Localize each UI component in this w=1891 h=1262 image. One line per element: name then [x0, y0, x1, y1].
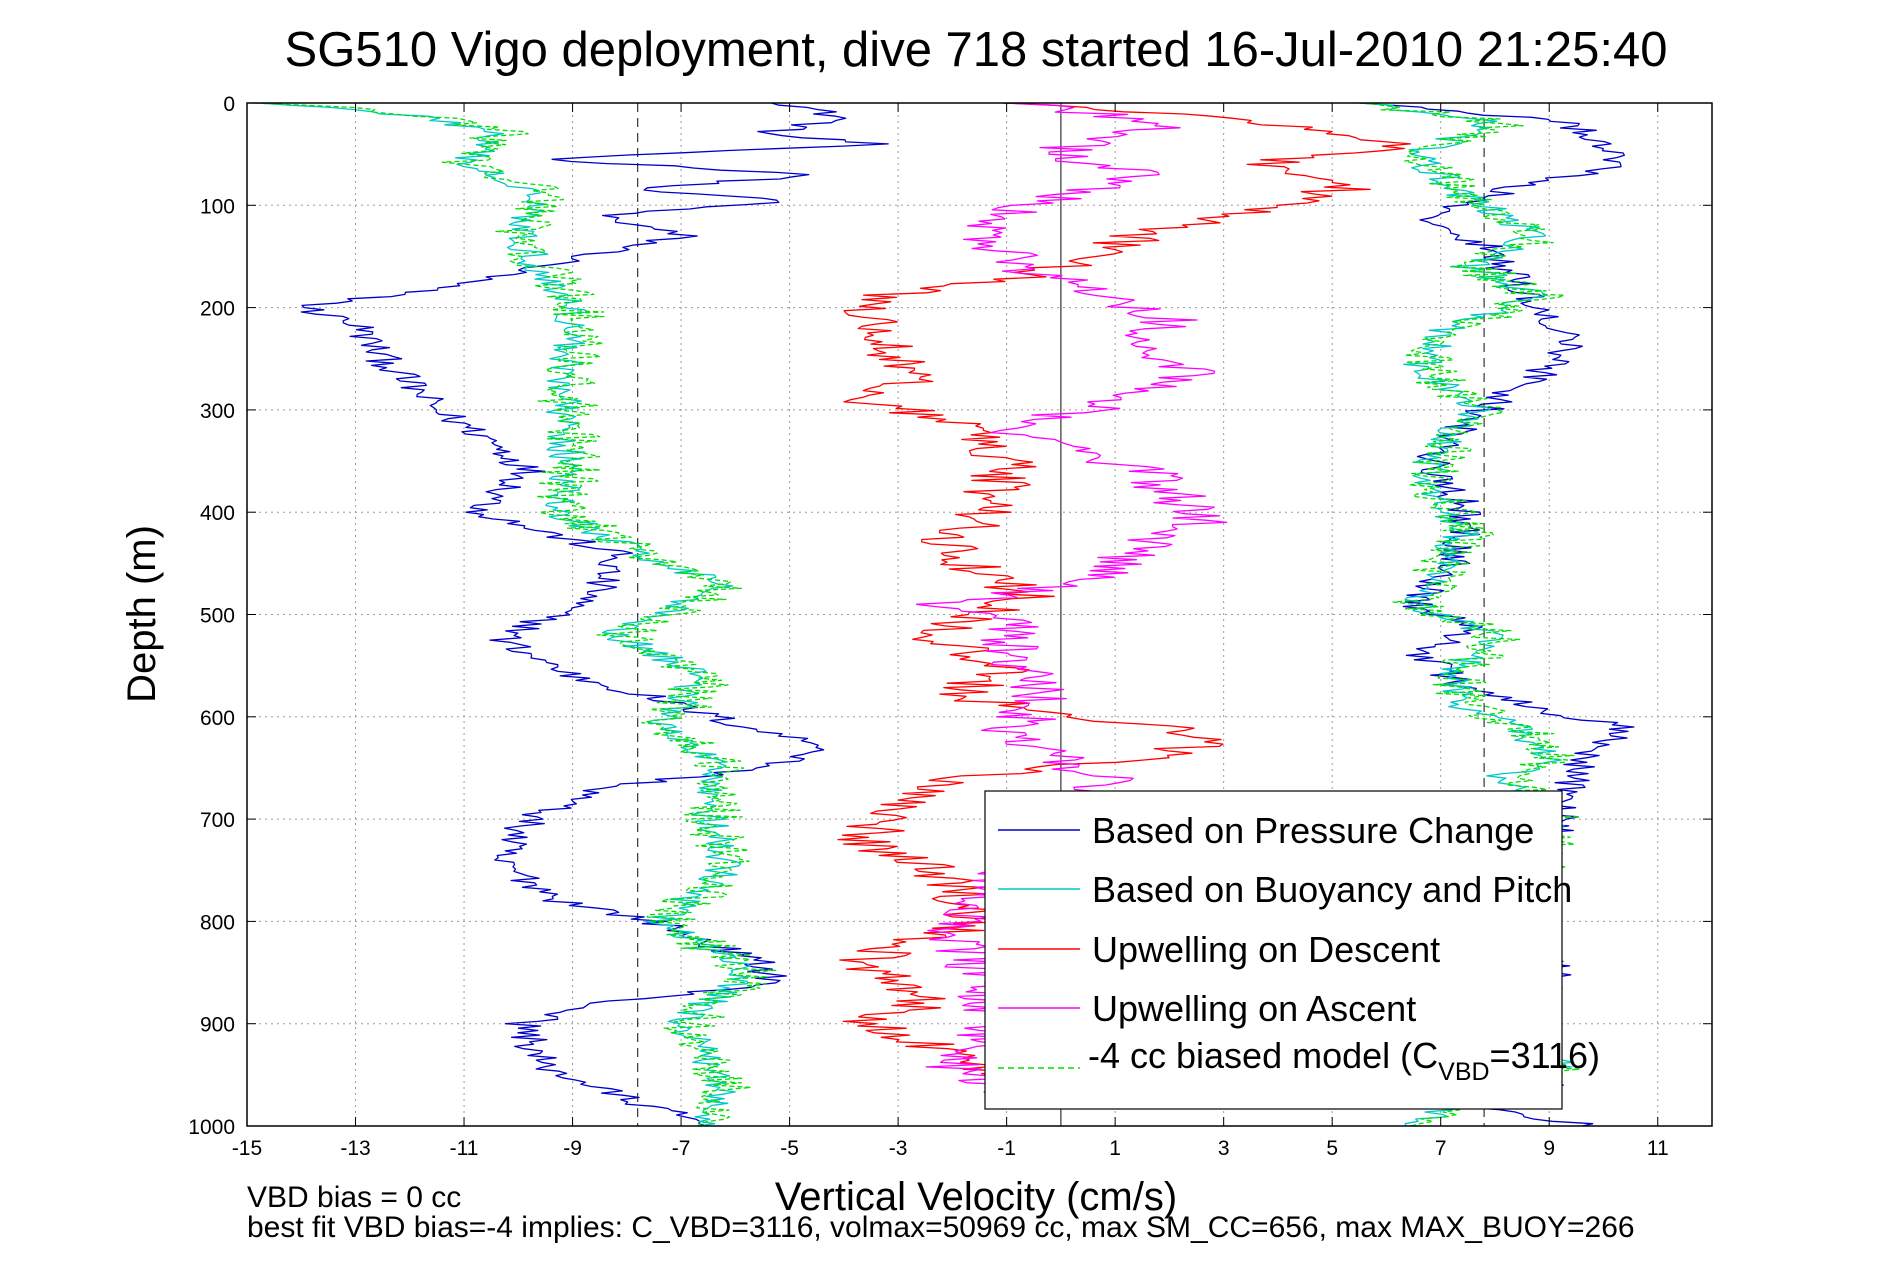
- x-tick-label: -13: [340, 1137, 370, 1160]
- x-tick-label: -9: [563, 1137, 582, 1160]
- legend-label-biased: -4 cc biased model (CVBD=3116): [1088, 1035, 1600, 1086]
- x-tick-label: 5: [1326, 1137, 1338, 1160]
- series-line-buoyancy_descent: [258, 103, 751, 1126]
- legend-label-up-descent: Upwelling on Descent: [1092, 929, 1440, 970]
- y-tick-label: 300: [200, 400, 235, 423]
- y-tick-label: 400: [200, 502, 235, 525]
- legend-label-pressure: Based on Pressure Change: [1092, 810, 1534, 851]
- x-tick-label: -11: [450, 1137, 479, 1160]
- x-ticks: -15 -13 -11 -9 -7 -5 -3 -1 1 3 5 7 9 11: [232, 103, 1669, 1160]
- y-tick-label: 900: [200, 1014, 235, 1037]
- legend-box: [984, 790, 1563, 1110]
- x-tick-label: -1: [997, 1137, 1016, 1160]
- series-line-upwelling_ascent: [915, 103, 1228, 1107]
- x-tick-label: 3: [1218, 1137, 1230, 1160]
- y-axis-label: Depth (m): [120, 525, 164, 703]
- y-tick-label: 800: [200, 911, 235, 934]
- y-tick-label: 0: [223, 93, 235, 116]
- series-layer: [253, 103, 1635, 1126]
- x-tick-label: -7: [672, 1137, 691, 1160]
- y-tick-label: 700: [200, 809, 235, 832]
- x-tick-label: -15: [232, 1137, 262, 1160]
- y-tick-label: 200: [200, 298, 235, 321]
- y-tick-label: 100: [200, 195, 235, 218]
- y-tick-label: 500: [200, 605, 235, 628]
- x-tick-label: 9: [1543, 1137, 1555, 1160]
- legend-label-up-ascent: Upwelling on Ascent: [1092, 988, 1416, 1029]
- y-tick-label: 1000: [188, 1116, 235, 1139]
- x-tick-label: 11: [1647, 1137, 1669, 1160]
- y-ticks: 0 100 200 300 400 500 600 700 800 900 1000: [188, 93, 1712, 1139]
- x-tick-label: -5: [780, 1137, 799, 1160]
- x-tick-label: 7: [1435, 1137, 1447, 1160]
- x-tick-label: -3: [889, 1137, 908, 1160]
- chart-title: SG510 Vigo deployment, dive 718 started …: [285, 23, 1668, 77]
- footer-line-2: best fit VBD bias=-4 implies: C_VBD=3116…: [247, 1211, 1635, 1244]
- x-tick-label: 1: [1109, 1137, 1121, 1160]
- y-tick-label: 600: [200, 707, 235, 730]
- legend: Based on Pressure Change Based on Buoyan…: [984, 790, 1600, 1110]
- x-axis-label: Vertical Velocity (cm/s): [775, 1175, 1177, 1219]
- footer-line-1: VBD bias = 0 cc: [247, 1181, 461, 1214]
- series-line-biased_descent: [253, 103, 777, 1126]
- legend-label-buoyancy: Based on Buoyancy and Pitch: [1092, 869, 1572, 910]
